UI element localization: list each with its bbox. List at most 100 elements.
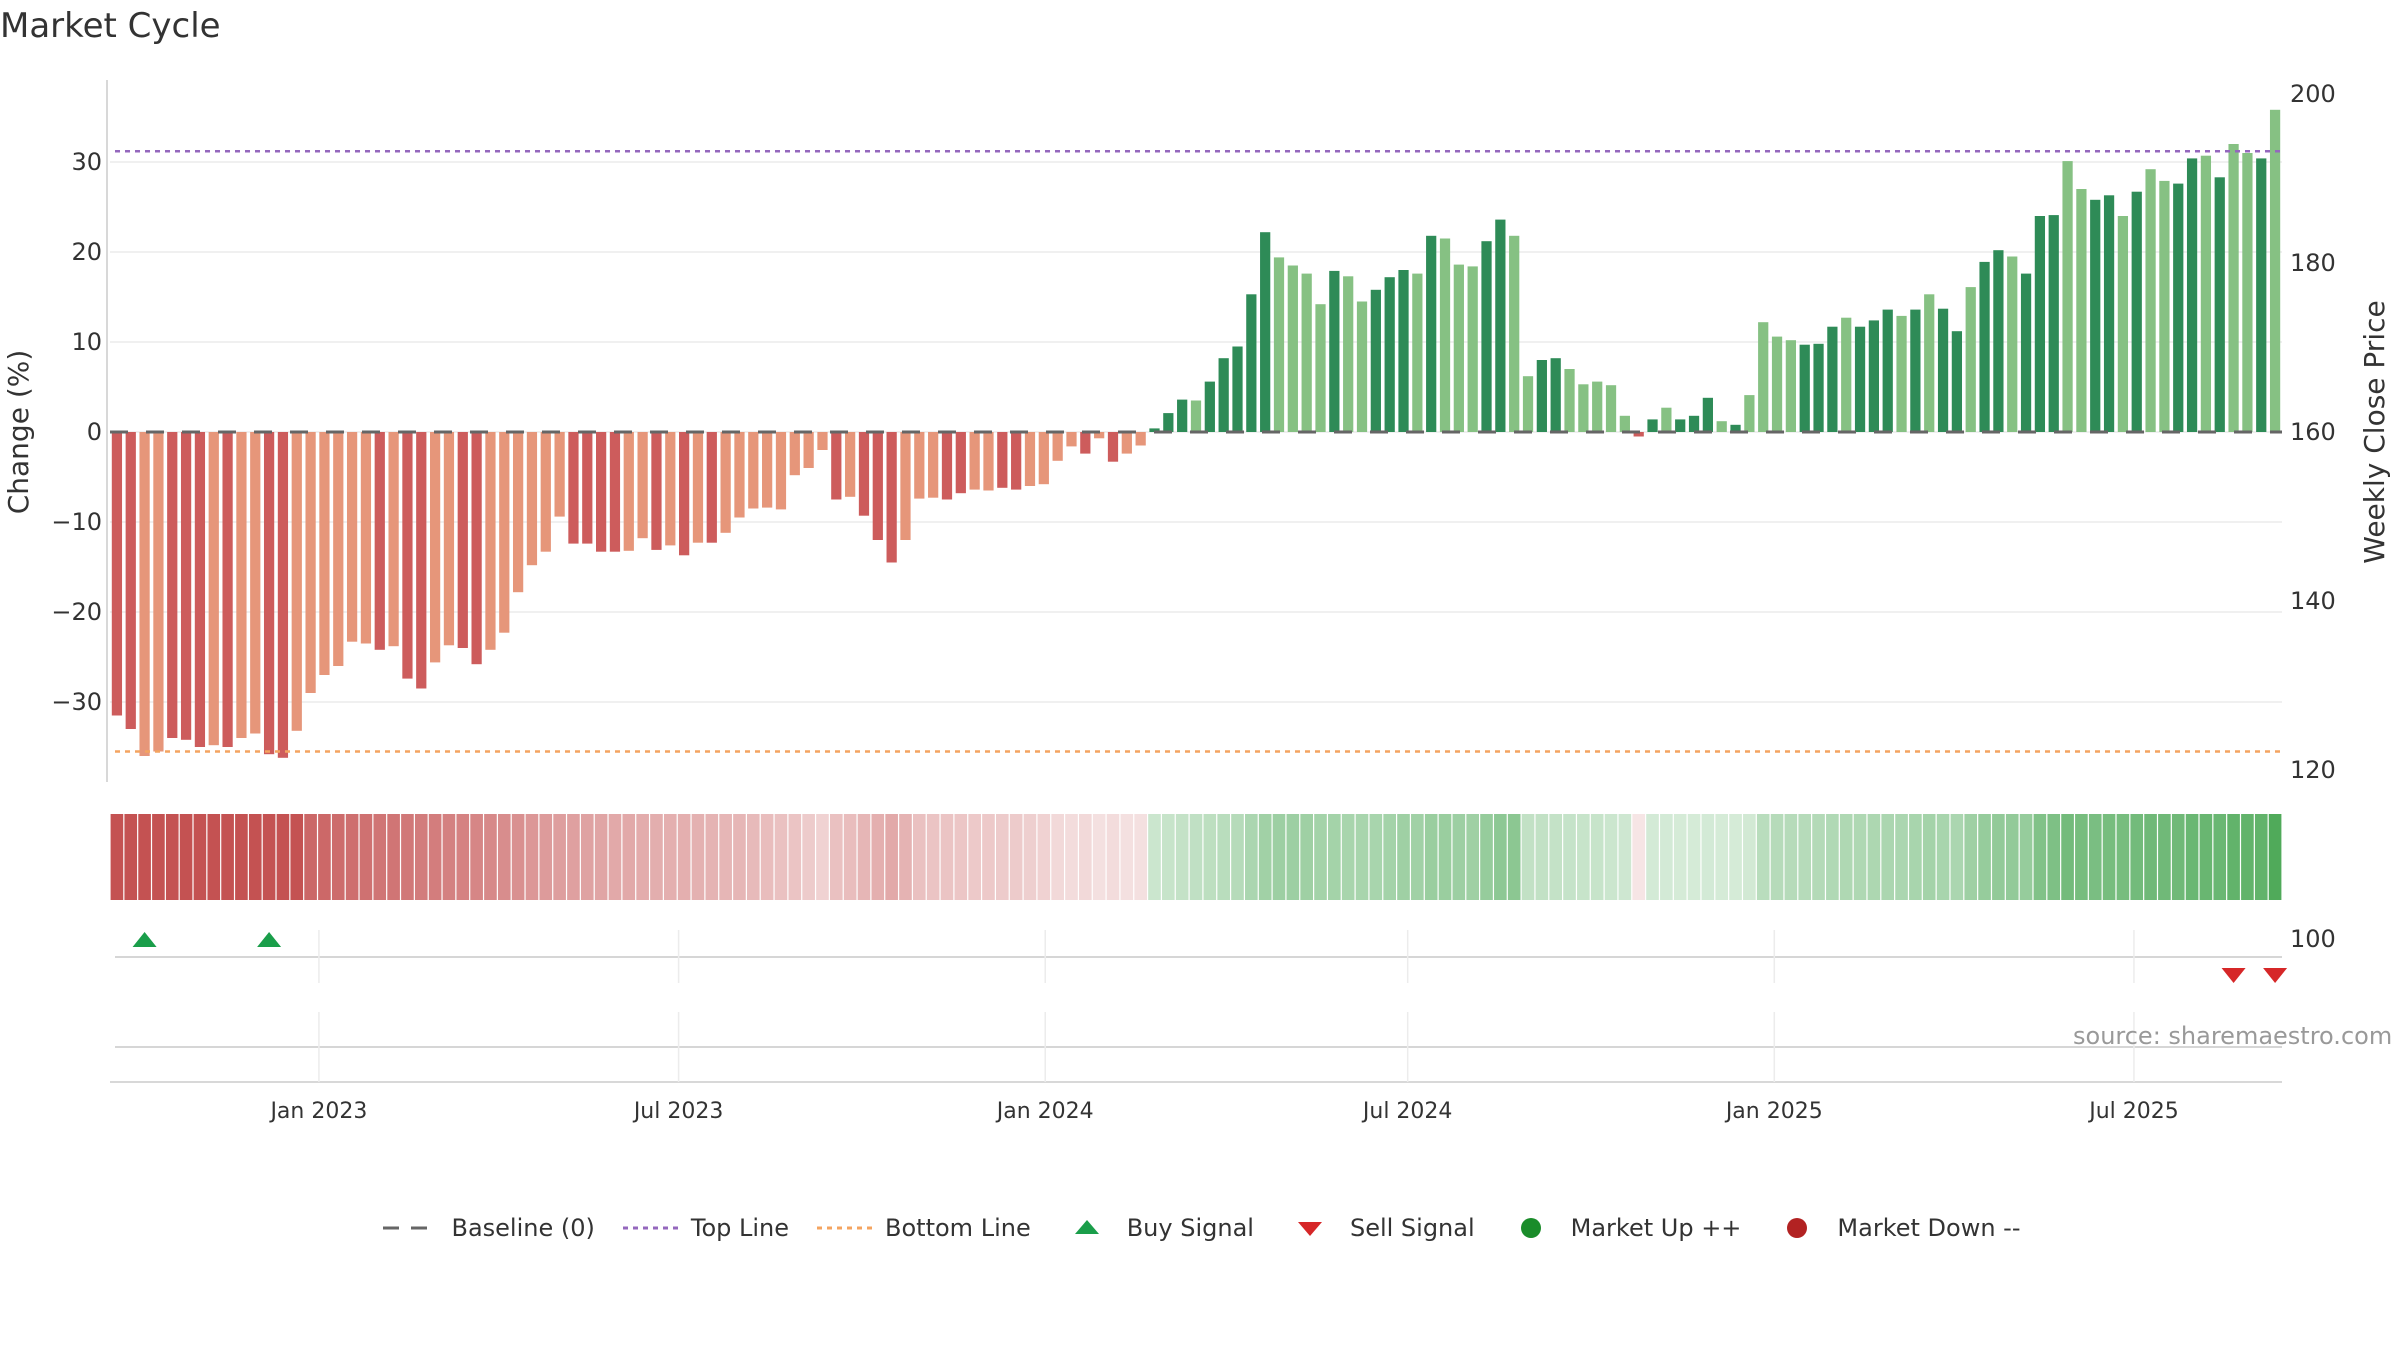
sell-signal-marker [2221,968,2246,983]
bar [2034,216,2046,432]
bar [1854,326,1866,432]
bar [457,432,468,648]
heat-cell [428,814,442,900]
bar [831,432,842,500]
heat-cell [1964,814,1978,900]
triangle-up-icon [1074,1220,1099,1234]
heat-cell [954,814,968,900]
bar [1910,309,1921,432]
bar [1522,376,1534,432]
bar [512,432,524,593]
heat-cell [1051,814,1064,900]
bar [1121,432,1132,454]
heat-cell [235,814,248,900]
heat-cell [2144,814,2157,900]
heat-cell [1438,814,1452,900]
bar [1688,415,1700,432]
heat-cell [1369,814,1383,900]
heat-cell [193,814,207,900]
bar [139,432,150,756]
bar [1661,407,1672,432]
bar [319,432,330,675]
heat-cell [1424,814,1438,900]
heat-cell [982,814,995,900]
bar [1744,395,1755,432]
bar [2228,144,2239,432]
bar [305,432,316,693]
bar [1730,424,1741,432]
heat-cell [1784,814,1798,900]
y2-tick-label: 120 [2290,756,2336,784]
heat-cell [1079,814,1092,900]
heat-cell [484,814,497,900]
heat-cell [1272,814,1286,900]
bar [333,432,344,666]
heat-cell [124,814,138,900]
heat-cell [138,814,151,900]
bar [263,432,275,755]
heat-cell [1341,814,1355,900]
bar [2048,215,2059,432]
bar [1813,343,1824,432]
buy-signal-marker [257,932,282,947]
heat-cell [788,814,802,900]
heat-cell [331,814,345,900]
bar [1716,421,1727,432]
bar [2159,180,2170,432]
bar [2062,161,2073,432]
heat-cell [622,814,636,900]
bar [900,432,911,540]
heat-cell [110,814,124,900]
bar [1329,270,1340,432]
heat-cell [663,814,677,900]
heat-cell [843,814,857,900]
bar [388,432,399,647]
heat-cell [1549,814,1563,900]
heat-cell [1258,814,1272,900]
bar [2090,199,2101,432]
heat-cell [1881,814,1895,900]
heat-cell [1701,814,1715,900]
heat-cell [1535,814,1549,900]
bar [360,432,372,644]
bar [471,432,482,665]
heat-cell [1563,814,1576,900]
heat-cell [2088,814,2102,900]
heat-cell [1314,814,1327,900]
bar [1937,308,1949,432]
bar [1052,432,1063,461]
heat-cell [304,814,317,900]
bar [969,432,980,490]
bar [2076,189,2087,432]
bar [692,432,704,543]
bar [2145,169,2156,432]
bar [125,432,136,729]
heat-cell [1106,814,1120,900]
bar [1481,241,1492,432]
bar [1024,432,1036,486]
legend-item: Buy Signal [1055,1214,1254,1242]
heat-cell [1839,814,1853,900]
heat-cell [525,814,539,900]
heat-cell [221,814,234,900]
x-tick-label: Jan 2023 [268,1099,367,1124]
heat-cell [1286,814,1300,900]
bar [817,432,828,450]
bar [1951,331,1963,432]
y2-tick-label: 140 [2290,587,2336,615]
bar [1094,432,1105,439]
heat-cell [594,814,608,900]
bar [2242,153,2253,432]
x-tick-label: Jan 2025 [1724,1099,1823,1124]
bar [291,432,302,731]
heat-cell [1895,814,1908,900]
heat-cell [318,814,331,900]
heat-cell [691,814,705,900]
heat-cell [1632,814,1646,900]
bar [402,432,413,679]
bar [706,432,717,543]
legend-label: Bottom Line [885,1214,1031,1242]
heat-cell [1383,814,1396,900]
heat-cell [1217,814,1230,900]
bar [1495,219,1506,432]
